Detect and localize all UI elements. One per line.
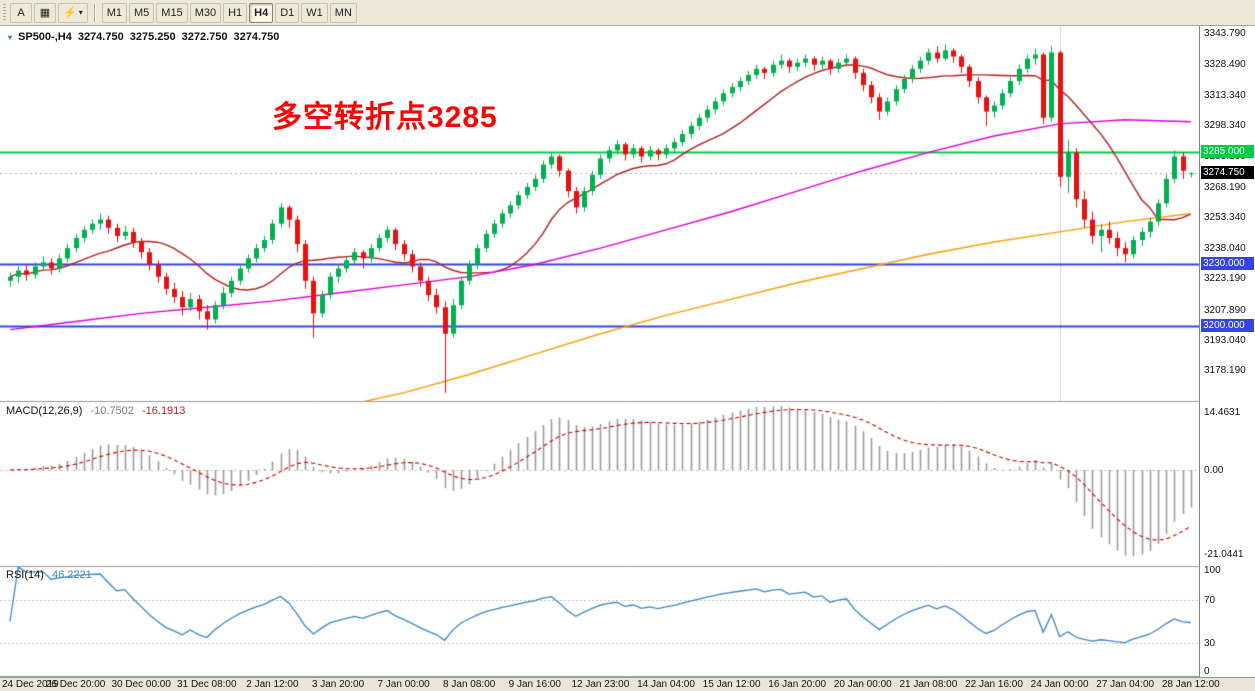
rsi-title-label: RSI(14): [6, 569, 44, 581]
scale-label: 3313.340: [1204, 89, 1246, 101]
scale-label: 3268.190: [1204, 181, 1246, 193]
time-axis-label: 22 Jan 16:00: [965, 679, 1023, 690]
scale-label: 0: [1204, 666, 1210, 677]
high-value: 3275.250: [129, 31, 176, 43]
time-axis-label: 3 Jan 20:00: [311, 679, 365, 690]
macd-title-label: MACD(12,26,9): [6, 405, 83, 417]
timeframe-button-m5[interactable]: M5: [129, 2, 155, 23]
chart-grid-icon: ▦: [39, 7, 51, 19]
time-axis-label: 8 Jan 08:00: [443, 679, 496, 690]
timeframe-button-m1[interactable]: M1: [101, 2, 127, 23]
symbol-period-label: SP500-,H4: [18, 31, 72, 43]
symbol-ohlc-line: ▾ SP500-,H4 3274.750 3275.250 3272.750 3…: [8, 31, 279, 44]
scale-label: 3343.790: [1204, 27, 1246, 39]
time-axis-label: 9 Jan 16:00: [508, 679, 561, 690]
scale-label: 30: [1204, 638, 1216, 650]
bolt-icon: ⚡: [63, 7, 77, 19]
macd-main-value: -10.7502: [90, 405, 134, 417]
timeframe-button-mn[interactable]: MN: [329, 2, 357, 23]
low-value: 3272.750: [181, 31, 228, 43]
timeframe-button-d1[interactable]: D1: [275, 2, 300, 23]
open-value: 3274.750: [77, 31, 124, 43]
time-axis-label: 21 Jan 08:00: [899, 679, 958, 690]
price-axis[interactable]: 3343.7903328.4903313.3403298.3403283.190…: [1199, 26, 1255, 677]
time-axis-label: 24 Dec 2019: [2, 679, 59, 690]
time-axis-label: 12 Jan 23:00: [571, 679, 630, 690]
scale-label: 100: [1204, 565, 1221, 576]
timeframe-button-m30[interactable]: M30: [189, 2, 222, 23]
hline-price-tag: 3200.000: [1201, 318, 1254, 332]
hline-price-tag: 3230.000: [1201, 257, 1254, 271]
time-axis-label: 26 Dec 20:00: [45, 679, 106, 690]
toolbar-drag-handle[interactable]: [3, 3, 6, 22]
macd-signal-value: -16.1913: [141, 405, 186, 417]
timeframe-button-m15[interactable]: M15: [156, 2, 188, 23]
scale-label: 3253.340: [1204, 211, 1246, 223]
toolbar-separator: [93, 3, 96, 22]
hline-price-tag: 3285.000: [1201, 145, 1254, 159]
scale-label: 3238.040: [1204, 243, 1246, 255]
timeframe-button-h1[interactable]: H1: [223, 2, 248, 23]
macd-panel-title: MACD(12,26,9) -10.7502 -16.1913: [6, 405, 185, 417]
time-axis-label: 16 Jan 20:00: [768, 679, 827, 690]
scale-label: 0.00: [1204, 465, 1224, 476]
chevron-down-icon: ▾: [78, 8, 83, 17]
time-axis-label: 28 Jan 12:00: [1161, 679, 1220, 690]
timeframe-button-h4[interactable]: H4: [249, 2, 274, 23]
rsi-panel-title: RSI(14) 46.2221: [6, 569, 92, 581]
chart-text-annotation[interactable]: 多空转折点3285: [272, 101, 498, 134]
time-axis-label: 20 Jan 00:00: [833, 679, 892, 690]
scale-label: 14.4631: [1204, 407, 1241, 419]
scale-label: 3207.890: [1204, 304, 1246, 316]
time-axis-label: 27 Jan 04:00: [1096, 679, 1155, 690]
timeframe-button-w1[interactable]: W1: [301, 2, 328, 23]
chart-window-button[interactable]: ▦: [34, 2, 56, 23]
time-axis-label: 24 Jan 00:00: [1030, 679, 1089, 690]
timeframe-button-group: M1 M5 M15 M30 H1 H4 D1 W1 MN: [101, 2, 357, 23]
scale-label: -21.0441: [1204, 549, 1244, 561]
scale-label: 3223.190: [1204, 273, 1246, 285]
time-axis-label: 7 Jan 00:00: [377, 679, 430, 690]
quick-tool-dropdown-button[interactable]: ⚡ ▾: [58, 2, 88, 23]
toolbar: A ▦ ⚡ ▾ M1 M5 M15 M30 H1 H4 D1 W1 MN: [0, 0, 1255, 26]
time-axis-label: 30 Dec 00:00: [111, 679, 171, 690]
time-axis-label: 14 Jan 04:00: [637, 679, 695, 690]
arrow-tool-button[interactable]: A: [10, 2, 32, 23]
scale-label: 70: [1204, 594, 1216, 606]
rsi-value: 46.2221: [51, 569, 92, 581]
close-value: 3274.750: [233, 31, 280, 43]
time-axis-label: 15 Jan 12:00: [702, 679, 761, 690]
current-price-tag: 3274.750: [1201, 166, 1254, 180]
time-axis-label: 2 Jan 12:00: [246, 679, 299, 690]
time-axis-label: 31 Dec 08:00: [177, 679, 237, 690]
scale-label: 3178.190: [1204, 365, 1246, 377]
scale-label: 3193.040: [1204, 334, 1246, 346]
time-axis[interactable]: 24 Dec 2019 26 Dec 20:00 30 Dec 00:00 31 De…: [0, 677, 1255, 691]
scale-label: 3328.490: [1204, 58, 1246, 70]
symbol-marker-icon: ▾: [8, 33, 13, 42]
scale-label: 3298.340: [1204, 120, 1246, 132]
